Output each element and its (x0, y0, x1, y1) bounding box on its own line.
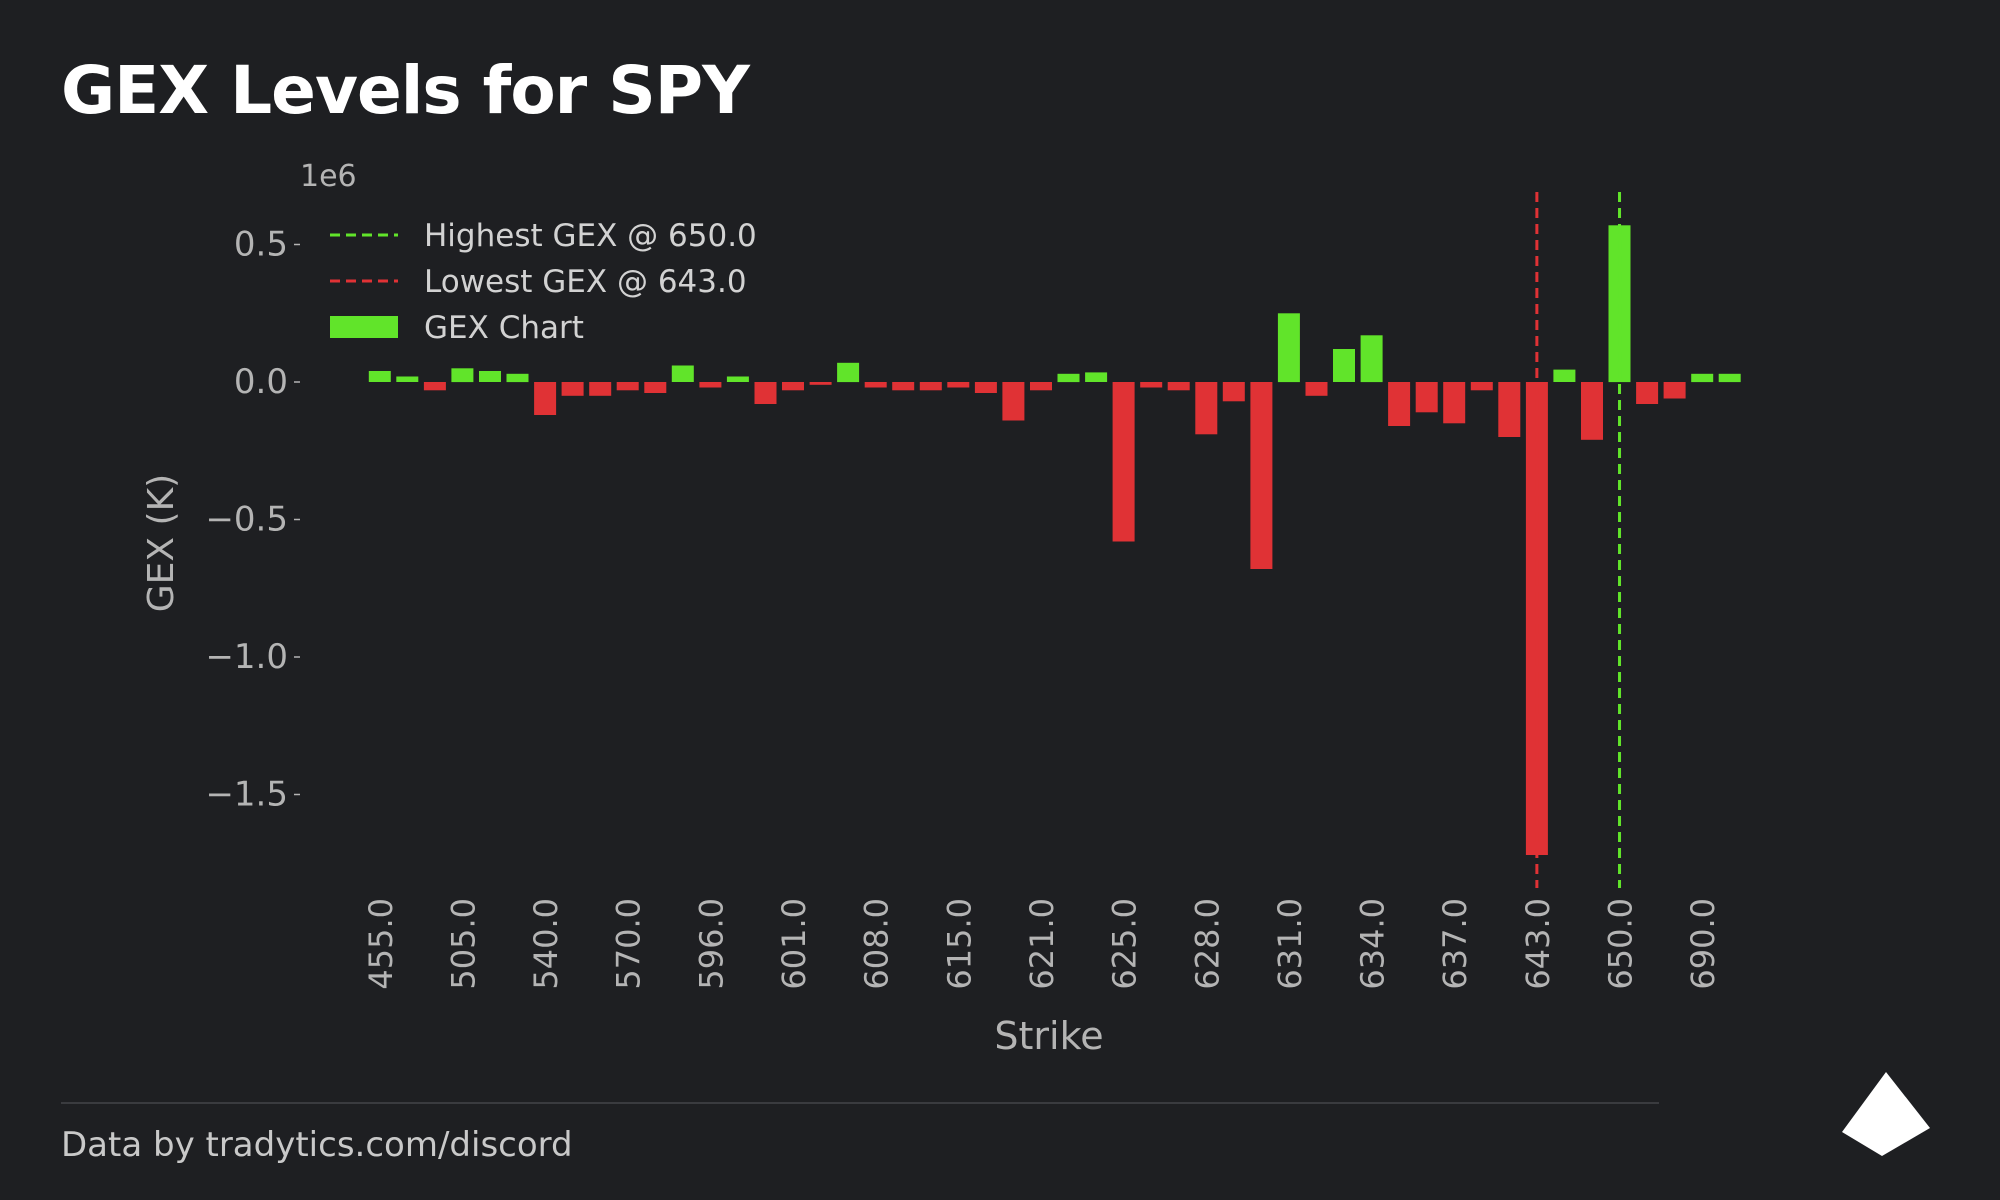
gex-bar (451, 368, 474, 383)
x-tick-label: 615.0 (940, 898, 978, 990)
gex-bar (1250, 382, 1273, 569)
y-tick-label: 0.0 (234, 362, 288, 402)
x-tick-label: 631.0 (1271, 898, 1309, 990)
gex-bar (1553, 369, 1576, 382)
gex-bar (699, 382, 722, 388)
gex-bar (1525, 382, 1548, 855)
x-tick-label: 540.0 (527, 898, 565, 990)
gex-bar (726, 376, 749, 382)
x-tick-label: 625.0 (1106, 898, 1144, 990)
gex-bar (1167, 382, 1190, 391)
y-axis: 0.5 0.0 −0.5 −1.0 −1.5 (205, 225, 300, 815)
gex-bar (1305, 382, 1328, 396)
gex-bar (506, 373, 529, 383)
gex-bar (396, 376, 419, 382)
gex-bar (1388, 382, 1411, 426)
bar-series (368, 225, 1741, 855)
gex-bar (1498, 382, 1521, 437)
x-axis: 455.0 505.0 540.0 570.0 596.0 601.0 608.0 615.0… (362, 898, 1722, 990)
gex-bar (1415, 382, 1438, 413)
y-tick-label: −1.0 (205, 637, 288, 677)
gex-bar (754, 382, 777, 404)
gex-bar (809, 382, 832, 385)
gex-bar (534, 382, 557, 415)
gex-bar (589, 382, 612, 396)
gex-bar (1718, 373, 1741, 383)
y-tick-label: −1.5 (205, 775, 288, 815)
tradytics-logo-icon (1842, 1072, 1930, 1156)
x-tick-label: 628.0 (1188, 898, 1226, 990)
y-offset-label: 1e6 (300, 159, 357, 194)
footer-divider (61, 1102, 1659, 1104)
gex-bar (1470, 382, 1493, 391)
gex-bar (892, 382, 915, 391)
gex-bar (864, 382, 887, 388)
gex-bar (1002, 382, 1025, 421)
gex-bar (644, 382, 667, 393)
gex-bar (368, 371, 391, 382)
x-tick-label: 621.0 (1023, 898, 1061, 990)
gex-bar (1085, 372, 1108, 382)
gex-bar (1333, 349, 1355, 382)
legend: Highest GEX @ 650.0 Lowest GEX @ 643.0 GEX… (330, 218, 757, 346)
gex-bar (1057, 373, 1080, 383)
x-tick-label: 650.0 (1602, 898, 1640, 990)
x-tick-label: 637.0 (1436, 898, 1474, 990)
x-axis-label: Strike (994, 1014, 1103, 1058)
x-tick-label: 455.0 (362, 898, 400, 990)
x-tick-label: 505.0 (444, 898, 482, 990)
y-tick-label: 0.5 (234, 225, 288, 265)
gex-bar (1663, 382, 1686, 399)
x-tick-label: 608.0 (858, 898, 896, 990)
x-tick-label: 690.0 (1684, 898, 1722, 990)
gex-bar (671, 365, 694, 382)
y-axis-label: GEX (K) (141, 474, 182, 612)
gex-bar (616, 382, 639, 391)
gex-bar (837, 362, 860, 383)
gex-bar (1140, 382, 1163, 388)
page-title: GEX Levels for SPY (61, 52, 750, 129)
x-tick-label: 596.0 (692, 898, 730, 990)
gex-bar (947, 382, 970, 388)
gex-bar (919, 382, 942, 391)
gex-bar (1195, 382, 1218, 435)
x-tick-label: 643.0 (1519, 898, 1557, 990)
highlight-lines (1535, 192, 1622, 888)
gex-bar (561, 382, 584, 396)
gex-bar (479, 371, 501, 382)
gex-bar (1581, 382, 1603, 440)
legend-label: GEX Chart (424, 310, 584, 346)
gex-bar (1636, 382, 1659, 404)
x-tick-label: 634.0 (1354, 898, 1392, 990)
gex-bar (1112, 382, 1135, 542)
y-tick-label: −0.5 (205, 500, 288, 540)
x-tick-label: 601.0 (775, 898, 813, 990)
gex-bar (1222, 382, 1245, 402)
gex-bar (1030, 382, 1052, 391)
legend-label: Lowest GEX @ 643.0 (424, 264, 747, 300)
footer-credit[interactable]: Data by tradytics.com/discord (61, 1125, 573, 1165)
gex-bar (1360, 335, 1383, 383)
gex-bar (1608, 225, 1631, 383)
gex-bar (782, 382, 804, 391)
gex-bar (423, 382, 446, 391)
x-tick-label: 570.0 (610, 898, 648, 990)
legend-patch-swatch (330, 316, 398, 338)
gex-bar (1443, 382, 1466, 424)
gex-bar (1691, 373, 1714, 383)
gex-bar (974, 382, 997, 393)
gex-bar (1277, 313, 1300, 383)
legend-label: Highest GEX @ 650.0 (424, 218, 757, 254)
